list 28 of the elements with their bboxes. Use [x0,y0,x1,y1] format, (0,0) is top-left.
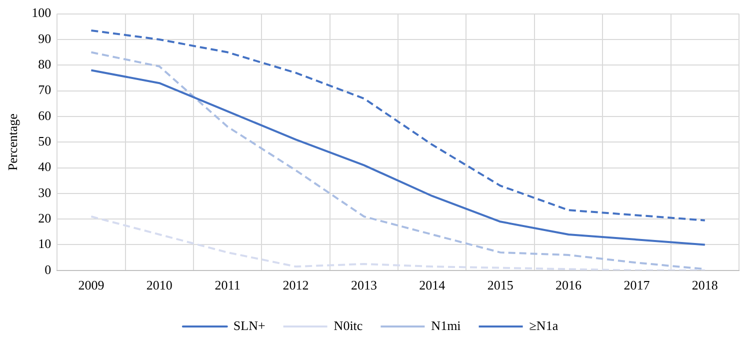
y-tick-label: 20 [38,210,52,226]
x-tick-label: 2009 [78,278,104,293]
y-tick-label: 30 [38,184,52,200]
y-tick-label: 50 [38,134,52,149]
legend-label: N1mi [431,318,462,333]
legend-label: ≥N1a [529,318,558,333]
y-tick-label: 60 [38,108,52,123]
line-series [90,216,706,270]
x-tick-label: 2016 [556,278,582,293]
x-tick-label: 2018 [692,278,718,293]
x-tick-label: 2014 [419,278,446,293]
y-tick-label: 10 [38,236,52,252]
y-tick-label: 70 [38,82,52,98]
y-axis-title: Percentage [5,113,20,171]
y-tick-label: 40 [38,159,52,174]
line-series [90,29,706,222]
legend-label: N0itc [334,318,363,333]
x-tick-label: 2011 [214,278,240,293]
x-tick-label: 2015 [487,278,514,293]
x-tick-label: 2012 [282,278,309,293]
y-tick-label: 90 [38,30,52,46]
legend-label: SLN+ [233,318,266,333]
y-tick-label: 100 [32,5,52,20]
x-tick-label: 2017 [624,278,650,293]
x-tick-label: 2010 [146,278,172,293]
x-tick-label: 2013 [350,278,377,293]
y-tick-label: 0 [44,262,52,277]
y-tick-label: 80 [38,56,52,72]
